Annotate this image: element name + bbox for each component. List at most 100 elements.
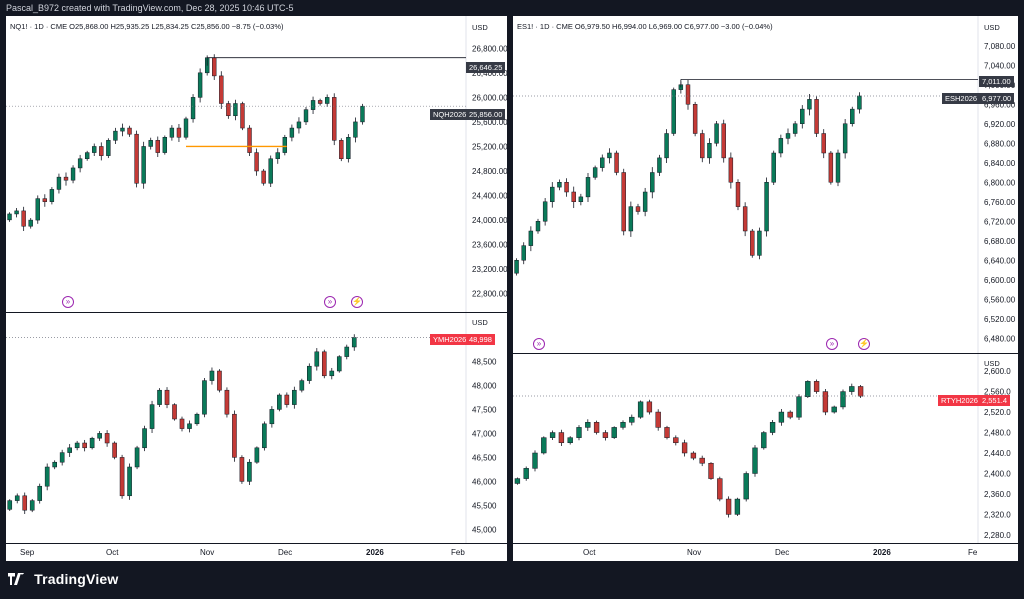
candle-body <box>549 432 556 438</box>
time-tick: 2026 <box>873 548 891 557</box>
candle-body <box>535 221 541 232</box>
lightning-event-icon[interactable]: ⚡ <box>351 296 363 308</box>
price-axis-label: 6,880.00 <box>984 139 1016 148</box>
candle-body <box>22 495 28 511</box>
nq-symbol-tag: NQH2026 <box>430 109 470 120</box>
candle-body <box>821 133 826 154</box>
candle-body <box>261 170 266 184</box>
candle-body <box>750 230 755 256</box>
candle-body <box>857 386 864 397</box>
candle-body <box>277 394 282 410</box>
candle-body <box>620 422 626 428</box>
price-axis-label: 6,760.00 <box>984 198 1016 207</box>
ym-chart[interactable]: 48,500 48,000 47,500 47,000 46,500 46,000 45,5… <box>6 313 507 543</box>
candle-body <box>576 427 582 438</box>
event-forward-icon[interactable]: » <box>533 338 545 350</box>
price-axis-label: 22,800.00 <box>472 290 507 299</box>
candle-body <box>44 466 50 487</box>
price-axis: 2,600.0 2,560.0 2,520.0 2,480.0 2,440.0 2,400… <box>984 367 1011 540</box>
tradingview-logo-icon <box>8 573 24 585</box>
time-tick: 2026 <box>366 548 384 557</box>
candle-body <box>764 182 769 232</box>
price-axis-label: 24,800.00 <box>472 167 507 176</box>
candle-body <box>149 404 155 429</box>
candle-body <box>614 152 619 173</box>
candle-body <box>813 381 820 392</box>
event-forward-icon[interactable]: » <box>62 296 74 308</box>
es-panel[interactable]: 7,080.007,040.007,000.006,960.006,920.00… <box>513 16 1018 353</box>
candle-body <box>831 406 837 413</box>
right-time-axis[interactable]: Oct Nov Dec 2026 Fe <box>513 544 1018 561</box>
event-forward-icon[interactable]: » <box>826 338 838 350</box>
nq-chart[interactable]: 26,800.00 26,400.00 26,000.00 25,600.00 25,2… <box>6 16 507 312</box>
candle-body <box>63 176 69 181</box>
candle-body <box>642 191 648 212</box>
event-forward-icon[interactable]: » <box>324 296 336 308</box>
candle-body <box>29 500 35 511</box>
candle-body <box>269 409 275 425</box>
candle-body <box>7 500 13 510</box>
left-time-axis[interactable]: Sep Oct Nov Dec 2026 Feb <box>6 544 507 561</box>
price-axis-label: 2,400.0 <box>984 469 1011 478</box>
candle-body <box>183 118 189 138</box>
candle-body <box>49 189 55 202</box>
candle-body <box>550 186 555 202</box>
tradingview-logo[interactable]: TradingView <box>8 571 119 587</box>
candle-body <box>578 196 584 202</box>
candle-body <box>217 370 222 391</box>
candle-body <box>164 389 170 405</box>
header-title: Pascal_B972 created with TradingView.com… <box>0 0 1024 16</box>
price-axis-label: 6,520.00 <box>984 315 1016 324</box>
rty-panel[interactable]: 2,600.0 2,560.0 2,520.0 2,480.0 2,440.0 2,400… <box>513 354 1018 543</box>
candle-body <box>778 138 784 154</box>
price-axis-label: 7,040.00 <box>984 61 1016 70</box>
nq-panel[interactable]: 26,800.00 26,400.00 26,000.00 25,600.00 25,2… <box>6 16 507 312</box>
candle-body <box>650 172 655 193</box>
price-axis-label: 6,560.00 <box>984 295 1016 304</box>
candle-body <box>282 137 288 153</box>
price-axis-label: 6,600.00 <box>984 276 1016 285</box>
candle-body <box>611 427 617 438</box>
candle-body <box>664 427 670 438</box>
candle-body <box>717 478 723 500</box>
candle-body <box>106 140 111 156</box>
candle-body <box>307 365 312 381</box>
price-axis-label: 45,000 <box>472 525 497 534</box>
candle-body <box>621 172 626 232</box>
candle-body <box>35 198 40 221</box>
candle-body <box>725 498 732 515</box>
candle-body <box>628 206 634 232</box>
candle-body <box>239 457 245 482</box>
lightning-event-icon[interactable]: ⚡ <box>858 338 870 350</box>
price-axis-label: 2,520.0 <box>984 408 1011 417</box>
ym-panel[interactable]: 48,500 48,000 47,500 47,000 46,500 46,000 45,5… <box>6 313 507 543</box>
time-tick: Nov <box>687 548 702 557</box>
candle-body <box>671 89 676 134</box>
rty-currency: USD <box>984 359 1000 368</box>
candle-body <box>127 127 132 135</box>
price-axis-label: 24,000.00 <box>472 216 507 225</box>
rty-chart[interactable]: 2,600.0 2,560.0 2,520.0 2,480.0 2,440.0 2,400… <box>513 354 1018 543</box>
price-axis-label: 2,480.0 <box>984 429 1011 438</box>
candle-body <box>247 127 252 153</box>
candle-body <box>637 401 644 418</box>
candle-body <box>528 230 534 246</box>
price-axis-label: 45,500 <box>472 501 497 510</box>
candle-body <box>284 394 290 405</box>
candle-body <box>761 432 767 449</box>
candle-body <box>310 100 316 110</box>
candle-body <box>332 97 337 141</box>
candle-body <box>557 182 562 188</box>
candle-body <box>14 495 20 501</box>
candle-body <box>254 152 259 172</box>
candle-body <box>567 437 573 444</box>
es-symbol-tag: ESH2026 <box>942 93 981 104</box>
ym-symbol-tag: YMH2026 <box>430 334 470 345</box>
candle-body <box>142 428 147 449</box>
candle-body <box>119 457 125 497</box>
candle-body <box>336 356 342 372</box>
candle-body <box>785 133 791 139</box>
candle-body <box>299 380 305 391</box>
es-chart[interactable]: 7,080.007,040.007,000.006,960.006,920.00… <box>513 16 1018 353</box>
candle-body <box>37 485 43 501</box>
